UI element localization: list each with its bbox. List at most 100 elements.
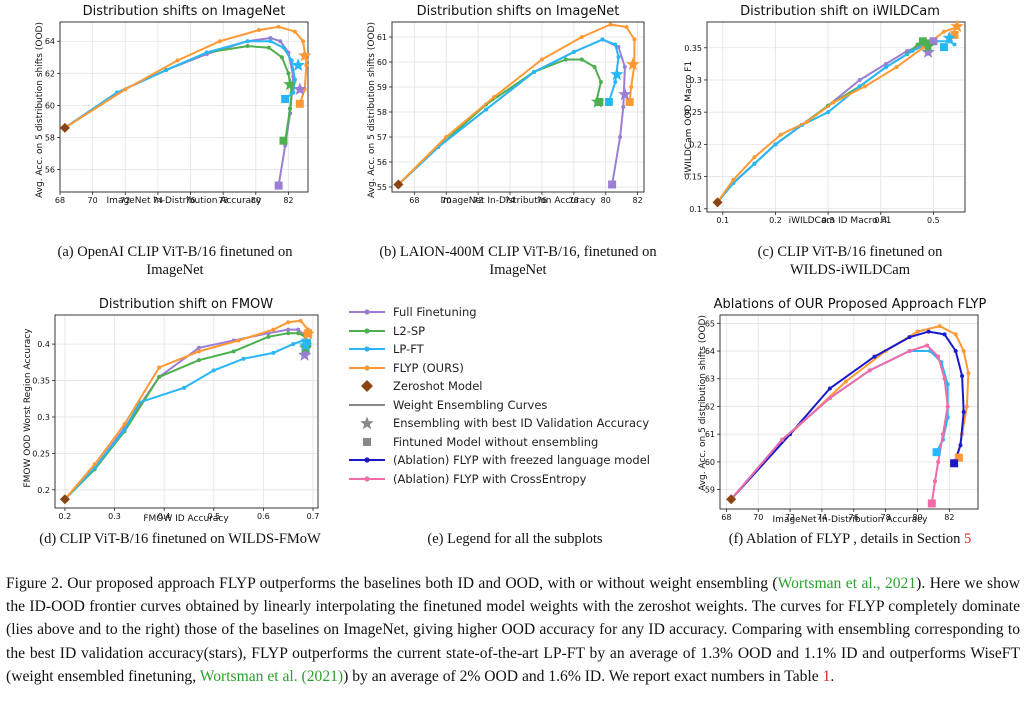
x-tick-label: 82 xyxy=(283,196,293,205)
legend-symbol-line xyxy=(349,328,385,334)
series-point-flyp xyxy=(175,58,180,63)
zeroshot-marker xyxy=(726,494,737,505)
plot-area xyxy=(60,22,308,192)
series-point-ablation_ce xyxy=(867,368,872,373)
caption-a: (a) OpenAI CLIP ViT-B/16 finetuned on Im… xyxy=(20,243,330,279)
series-point-full_finetuning xyxy=(296,327,301,332)
legend-symbol-star xyxy=(360,416,374,430)
legend-item: Full Finetuning xyxy=(347,303,682,322)
series-point-ablation_ce xyxy=(940,432,945,437)
caption-d: (d) CLIP ViT-B/16 finetuned on WILDS-FMo… xyxy=(10,530,350,548)
series-line-flyp xyxy=(730,325,970,500)
chart-a-title: Distribution shifts on ImageNet xyxy=(83,4,286,19)
caption-a-line2: ImageNet xyxy=(146,262,204,278)
x-tick-label: 0.4 xyxy=(158,512,171,521)
series-point-ablation_freeze xyxy=(926,329,931,334)
square-marker-l2sp xyxy=(918,37,927,46)
square-marker-ablation_ce xyxy=(927,499,936,508)
series-point-full_finetuning xyxy=(884,61,889,66)
table-ref[interactable]: 1 xyxy=(822,667,831,685)
plot-frame xyxy=(59,21,309,193)
figure-caption-part2: ). Here we show the ID-OOD frontier curv… xyxy=(6,575,1020,685)
legend-item: Weight Ensembling Curves xyxy=(347,396,682,415)
series-point-lpft xyxy=(826,110,831,115)
legend-symbol-diamond xyxy=(361,380,373,393)
series-point-lpft xyxy=(291,342,296,347)
y-tick-label: 61 xyxy=(377,33,387,42)
series-point-flyp xyxy=(778,132,783,137)
series-point-lpft xyxy=(245,39,250,44)
x-tick-label: 80 xyxy=(251,196,261,205)
series-point-ablation_ce xyxy=(936,354,941,359)
figure-caption-part4: . xyxy=(830,667,835,685)
series-point-l2sp xyxy=(286,71,291,76)
series-point-full_finetuning xyxy=(196,345,201,350)
series-point-flyp xyxy=(257,28,262,33)
square-marker-lpft xyxy=(939,43,948,52)
legend-label: (Ablation) FLYP with freezed language mo… xyxy=(393,453,650,468)
series-point-flyp xyxy=(304,63,309,68)
y-tick-label: 62 xyxy=(705,402,715,411)
square-marker-l2sp xyxy=(279,136,288,145)
y-tick-label: 63 xyxy=(705,375,715,384)
figure-caption-part3: ) by an average of 2% OOD and 1.6% ID. W… xyxy=(343,667,823,685)
legend-label: Fintuned Model without ensembling xyxy=(393,434,599,449)
zeroshot-marker xyxy=(59,494,70,505)
series-point-flyp xyxy=(579,35,584,39)
legend-item: Zeroshot Model xyxy=(347,377,682,396)
citation-wortsman-1[interactable]: Wortsman et al., 2021 xyxy=(777,575,917,592)
legend-label: Zeroshot Model xyxy=(393,379,483,394)
series-point-flyp xyxy=(966,371,971,376)
legend-label: (Ablation) FLYP with CrossEntropy xyxy=(393,471,587,486)
x-tick-label: 78 xyxy=(218,196,228,205)
y-tick-label: 58 xyxy=(377,108,387,117)
legend-label: LP-FT xyxy=(393,342,424,357)
citation-wortsman-2[interactable]: Wortsman et al. (2021) xyxy=(199,667,344,685)
legend-item: Ensembling with best ID Validation Accur… xyxy=(347,414,682,433)
series-point-flyp xyxy=(444,135,449,139)
series-point-full_finetuning xyxy=(278,39,283,44)
y-tick-label: 65 xyxy=(705,319,715,328)
series-point-l2sp xyxy=(296,331,301,336)
series-point-flyp xyxy=(539,57,544,62)
series-point-flyp xyxy=(894,65,899,70)
chart-a: Distribution shifts on ImageNet 68 70 72 74… xyxy=(35,4,312,206)
star-marker-l2sp xyxy=(921,39,935,53)
legend-symbol-line xyxy=(349,365,385,371)
square-marker-flyp xyxy=(625,98,634,106)
chart-f: Ablations of OUR Proposed Approach FLYP … xyxy=(698,297,987,525)
series-point-full_finetuning xyxy=(616,45,621,49)
x-tick-label: 70 xyxy=(753,513,763,522)
star-marker-full_finetuning xyxy=(293,82,307,95)
series-point-full_finetuning xyxy=(622,65,627,69)
series-point-full_finetuning xyxy=(618,135,623,139)
chart-b: Distribution shifts on ImageNet 68 70 72 74… xyxy=(367,4,645,206)
x-tick-label: 76 xyxy=(537,196,547,205)
series-point-lpft xyxy=(268,39,273,44)
plot-frame xyxy=(706,21,966,213)
series-point-l2sp xyxy=(598,80,603,84)
series-point-flyp xyxy=(286,320,291,325)
caption-f-section-ref[interactable]: 5 xyxy=(963,531,972,547)
series-point-lpft xyxy=(910,48,915,53)
series-point-ablation_freeze xyxy=(942,332,947,337)
chart-a-plot: 68 70 72 74 76 78 80 82 56 58 60 62 64 xyxy=(45,21,312,205)
caption-c-line2: WILDS-iWILDCam xyxy=(790,262,910,278)
y-tick-label: 56 xyxy=(45,166,55,175)
y-tick-label: 60 xyxy=(705,458,715,467)
y-tick-label: 59 xyxy=(705,486,715,495)
series-point-l2sp xyxy=(579,57,584,62)
caption-e-text: (e) Legend for all the subplots xyxy=(427,531,603,547)
series-point-lpft xyxy=(164,68,169,73)
series-point-flyp xyxy=(752,155,757,160)
x-tick-label: 80 xyxy=(912,513,922,522)
square-marker-flyp xyxy=(295,99,304,108)
chart-d-title: Distribution shift on FMOW xyxy=(99,297,273,312)
series-point-l2sp xyxy=(231,349,236,354)
plot-area xyxy=(707,22,965,212)
square-marker-full_finetuning xyxy=(274,181,283,190)
chart-c-plot: 0.1 0.2 0.3 0.4 0.5 0.1 0.15 0.2 0.25 0.3 0.35 xyxy=(684,19,966,225)
chart-b-xlabel: ImageNet In-Distribution Accuracy xyxy=(441,196,597,206)
caption-b-line1: (b) LAION-400M CLIP ViT-B/16, finetuned … xyxy=(379,244,657,260)
chart-b-title: Distribution shifts on ImageNet xyxy=(417,4,620,19)
